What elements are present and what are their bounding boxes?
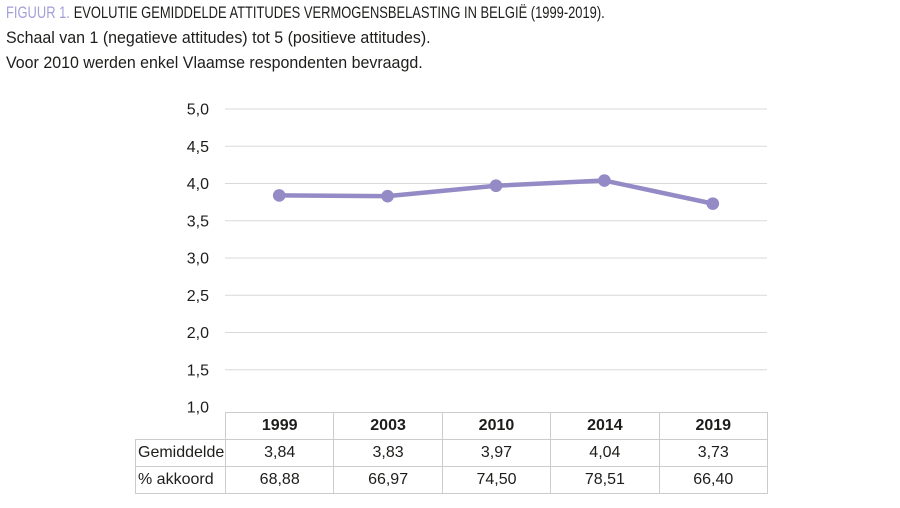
year-header: 2019 <box>658 412 768 440</box>
table-cell: 78,51 <box>550 466 660 494</box>
year-header: 1999 <box>224 412 335 440</box>
y-axis-tick-label: 3,5 <box>187 213 209 230</box>
figure-title: EVOLUTIE GEMIDDELDE ATTITUDES VERMOGENSB… <box>73 3 605 22</box>
y-axis-tick-label: 5,0 <box>187 102 209 119</box>
data-point-1999 <box>272 189 286 202</box>
figure-subtitle-scale: Schaal van 1 (negatieve attitudes) tot 5… <box>6 28 431 47</box>
table-cell: 3,97 <box>441 439 552 467</box>
y-axis-tick-label: 4,5 <box>187 139 209 156</box>
data-point-2003 <box>381 189 394 203</box>
table-cell: 68,88 <box>224 466 335 494</box>
table-row-gemiddelde: Gemiddelde 3,84 3,83 3,97 4,04 3,73 <box>135 439 768 467</box>
table-cell: 3,84 <box>224 439 335 467</box>
year-header: 2010 <box>441 412 552 440</box>
y-axis-tick-label: 4,0 <box>187 176 209 193</box>
data-point-2019 <box>706 197 720 210</box>
table-header-row: 1999 2003 2010 2014 2019 <box>136 412 768 440</box>
y-axis-tick-label: 2,5 <box>187 288 209 305</box>
row-label: Gemiddelde <box>135 439 226 467</box>
row-label: % akkoord <box>135 466 226 494</box>
table-row-akkoord: % akkoord 68,88 66,97 74,50 78,51 66,40 <box>135 466 768 494</box>
year-header: 2003 <box>333 412 443 440</box>
data-point-2010 <box>489 179 503 193</box>
y-axis-tick-label: 2,0 <box>187 325 209 342</box>
figure-caption-line1: FIGUUR 1. EVOLUTIE GEMIDDELDE ATTITUDES V… <box>6 0 605 25</box>
figure-subtitle-note: Voor 2010 werden enkel Vlaamse responden… <box>6 53 423 72</box>
table-cell: 3,73 <box>658 439 768 467</box>
year-header: 2014 <box>550 412 660 440</box>
chart-data-table: 1999 2003 2010 2014 2019 Gemiddelde 3,84… <box>135 412 768 494</box>
table-cell: 4,04 <box>550 439 660 467</box>
figure-caption: FIGUUR 1. EVOLUTIE GEMIDDELDE ATTITUDES V… <box>6 0 794 75</box>
table-cell: 66,97 <box>333 466 443 494</box>
y-axis-tick-label: 1,5 <box>187 362 209 379</box>
figure-label: FIGUUR 1. <box>6 3 70 22</box>
table-cell: 66,40 <box>658 466 768 494</box>
y-axis-tick-label: 3,0 <box>187 251 209 268</box>
data-point-2014 <box>598 174 611 187</box>
y-axis-tick-label: 1,0 <box>187 400 209 417</box>
table-cell: 3,83 <box>333 439 443 467</box>
table-cell: 74,50 <box>441 466 552 494</box>
table-corner-cell <box>136 413 226 440</box>
